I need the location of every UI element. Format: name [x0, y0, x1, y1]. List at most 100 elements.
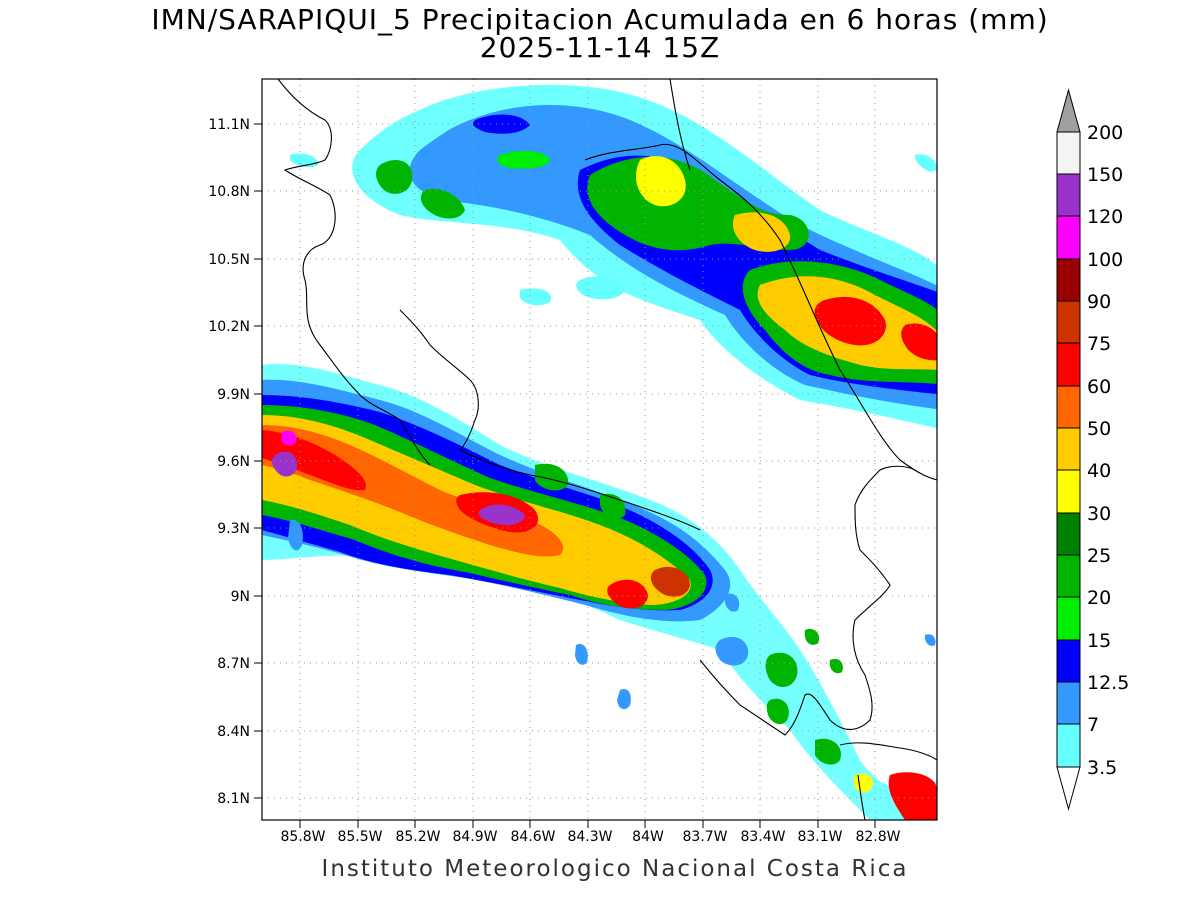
precip-cell-5: [888, 772, 937, 820]
precip-cell-8: [804, 629, 820, 645]
lon-label: 84.3W: [567, 829, 612, 845]
precip-cell-19: [914, 154, 937, 172]
colorbar-under-arrow: [1056, 766, 1081, 811]
precipitation-field: [262, 84, 937, 820]
lon-label: 84.6W: [510, 829, 555, 845]
precip-band-north-yellow2: [635, 156, 686, 207]
colorbar-segment: [1056, 131, 1081, 175]
lat-label: 8.7N: [217, 656, 250, 672]
institution-credit: Instituto Meteorologico Nacional Costa R…: [321, 856, 909, 882]
colorbar-label: 15: [1087, 630, 1111, 652]
precip-cell-1: [715, 636, 749, 666]
lat-label: 8.1N: [217, 791, 250, 807]
colorbar-label: 100: [1087, 249, 1123, 271]
colorbar: 200 150 120 100 90 75 60 50 40 30 25 20 …: [1056, 88, 1129, 811]
precip-cell-9: [829, 658, 843, 674]
lat-axis: 11.1N 10.8N 10.5N 10.2N 9.9N 9.6N 9.3N 9…: [208, 117, 262, 807]
precip-core-magenta2: [478, 504, 525, 526]
precip-blob-nw3: [497, 150, 550, 169]
lon-label: 85.2W: [395, 829, 440, 845]
precip-cell-7: [575, 644, 588, 665]
colorbar-label: 7: [1087, 714, 1099, 736]
precip-cell-6: [617, 688, 631, 710]
pacific-coast-north: [277, 79, 431, 466]
precip-blob-nw1: [376, 160, 413, 194]
precip-cell-13: [724, 593, 740, 612]
colorbar-segment: [1056, 596, 1081, 641]
colorbar-label: 90: [1087, 291, 1111, 313]
precip-band-south-red4: [650, 566, 690, 597]
precip-band-north-red: [814, 296, 886, 346]
colorbar-segment: [1056, 173, 1081, 217]
plot-frame: [261, 78, 938, 821]
precip-band-south-red3: [607, 579, 648, 609]
precip-cell-4: [815, 738, 841, 765]
colorbar-label: 75: [1087, 333, 1111, 355]
precip-band-north-red2: [901, 323, 937, 361]
precip-band-north-yellow3: [732, 212, 791, 252]
colorbar-label: 3.5: [1087, 757, 1117, 779]
colorbar-segment: [1056, 342, 1081, 387]
precip-core-magenta1: [272, 451, 297, 477]
lon-axis: 85.8W 85.5W 85.2W 84.9W 84.6W 84.3W 84W …: [280, 820, 901, 845]
lat-label: 11.1N: [208, 117, 250, 133]
colorbar-label: 40: [1087, 460, 1111, 482]
colorbar-segment: [1056, 258, 1081, 302]
precip-cell-3: [766, 698, 789, 725]
colorbar-segment: [1056, 639, 1081, 683]
precip-cell-11: [535, 463, 569, 491]
colorbar-label: 60: [1087, 376, 1111, 398]
colorbar-segment: [1056, 681, 1081, 725]
precip-cell-16: [576, 276, 625, 300]
lon-label: 85.5W: [337, 829, 382, 845]
precip-blob-n1: [473, 114, 530, 134]
colorbar-label: 50: [1087, 418, 1111, 440]
lat-label: 9.3N: [217, 521, 250, 537]
coast-south-2: [857, 774, 866, 820]
lat-label: 9.6N: [217, 454, 250, 470]
colorbar-segment: [1056, 554, 1081, 598]
colorbar-segment: [1056, 469, 1081, 514]
colorbar-segment: [1056, 512, 1081, 556]
lon-label: 83.7W: [682, 829, 727, 845]
colorbar-segment: [1056, 215, 1081, 260]
colorbar-label: 12.5: [1087, 672, 1129, 694]
lat-label: 10.8N: [208, 184, 250, 200]
lat-label: 10.5N: [208, 252, 250, 268]
nicoya-gulf: [399, 309, 479, 451]
nicaragua-border: [584, 143, 937, 481]
caribbean-coast: [669, 79, 691, 171]
colorbar-label: 120: [1087, 206, 1123, 228]
coast-south-1: [839, 742, 937, 761]
colorbar-label: 200: [1087, 122, 1123, 144]
osa-coast: [699, 465, 916, 736]
colorbar-segment: [1056, 385, 1081, 429]
lon-label: 85.8W: [280, 829, 325, 845]
chart-subtitle-datetime: 2025-11-14 15Z: [479, 31, 721, 64]
colorbar-segment: [1056, 723, 1081, 768]
colorbar-over-arrow: [1056, 88, 1081, 133]
colorbar-label: 20: [1087, 587, 1111, 609]
lat-label: 9N: [231, 589, 250, 605]
colorbar-segment: [1056, 300, 1081, 344]
lon-label: 84W: [632, 829, 664, 845]
lon-label: 82.8W: [855, 829, 900, 845]
pacific-coast-central: [459, 449, 701, 531]
precip-blob-nw2: [420, 188, 465, 219]
chart-title: IMN/SARAPIQUI_5 Precipitacion Acumulada …: [151, 3, 1049, 36]
lon-label: 83.1W: [797, 829, 842, 845]
colorbar-segment: [1056, 427, 1081, 471]
precip-cell-14: [288, 519, 303, 551]
lat-label: 9.9N: [217, 387, 250, 403]
precip-core-pink: [281, 430, 297, 446]
lon-label: 84.9W: [452, 829, 497, 845]
colorbar-label: 25: [1087, 545, 1111, 567]
precip-cell-17: [520, 288, 551, 306]
coastlines: [277, 79, 937, 820]
precip-cell-2: [765, 652, 798, 687]
lat-label: 10.2N: [208, 319, 250, 335]
colorbar-label: 30: [1087, 503, 1111, 525]
lat-label: 8.4N: [217, 724, 250, 740]
lon-label: 83.4W: [740, 829, 785, 845]
